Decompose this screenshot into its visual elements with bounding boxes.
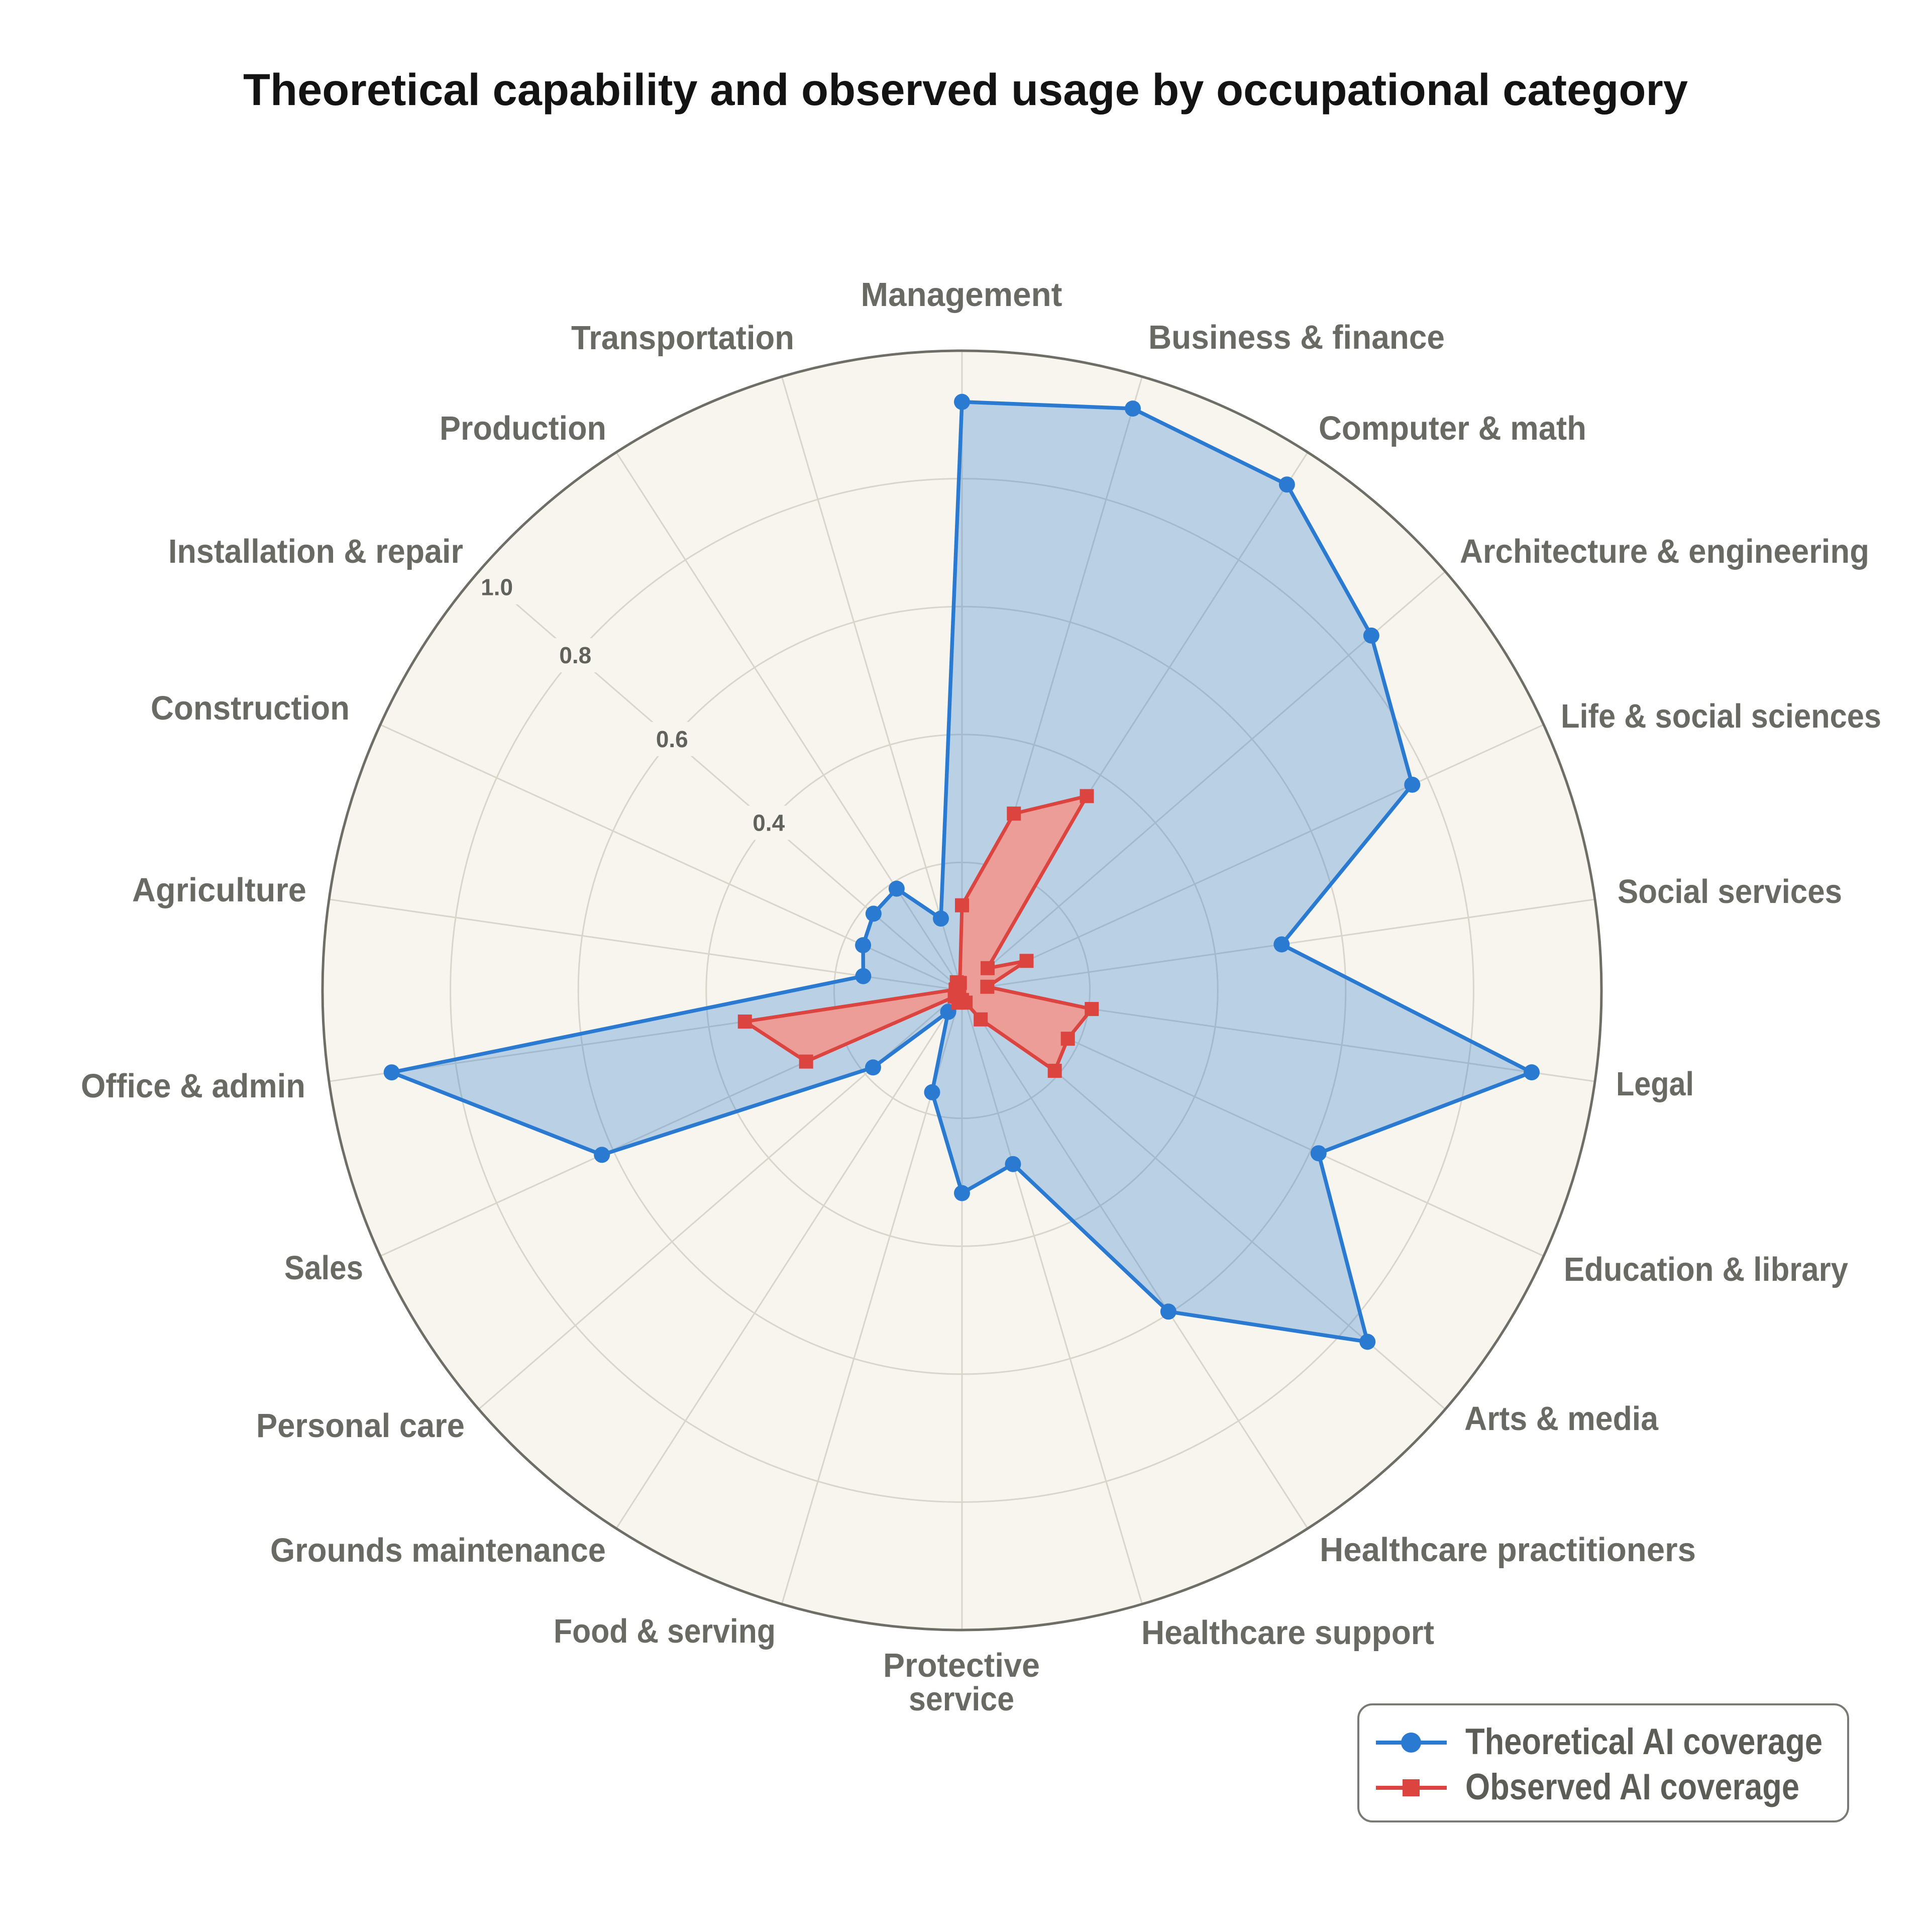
svg-text:Grounds maintenance: Grounds maintenance	[270, 1532, 606, 1569]
svg-text:Healthcare practitioners: Healthcare practitioners	[1320, 1531, 1696, 1569]
svg-text:Social services: Social services	[1618, 873, 1842, 910]
svg-text:Food & serving: Food & serving	[554, 1612, 776, 1650]
svg-text:Sales: Sales	[284, 1249, 363, 1287]
svg-text:service: service	[909, 1680, 1014, 1718]
svg-text:Transportation: Transportation	[571, 319, 794, 357]
svg-text:Life & social sciences: Life & social sciences	[1561, 697, 1881, 735]
svg-text:Theoretical capability and obs: Theoretical capability and observed usag…	[243, 64, 1688, 115]
svg-text:Education & library: Education & library	[1564, 1251, 1848, 1288]
svg-text:Healthcare support: Healthcare support	[1141, 1614, 1434, 1652]
svg-text:1.0: 1.0	[481, 574, 513, 600]
svg-text:Agriculture: Agriculture	[132, 871, 306, 909]
svg-text:Observed AI coverage: Observed AI coverage	[1465, 1767, 1799, 1807]
svg-text:Computer & math: Computer & math	[1319, 410, 1586, 447]
svg-text:Theoretical AI coverage: Theoretical AI coverage	[1465, 1721, 1823, 1762]
svg-text:0.6: 0.6	[656, 726, 688, 752]
svg-text:Personal care: Personal care	[256, 1407, 465, 1445]
svg-text:Legal: Legal	[1616, 1065, 1694, 1103]
svg-text:Construction: Construction	[151, 689, 350, 727]
svg-text:Office & admin: Office & admin	[81, 1067, 305, 1105]
svg-text:Management: Management	[861, 276, 1062, 314]
svg-text:0.8: 0.8	[559, 642, 591, 668]
svg-text:Business & finance: Business & finance	[1148, 319, 1445, 356]
svg-text:0.4: 0.4	[753, 810, 785, 836]
svg-text:Installation & repair: Installation & repair	[168, 533, 463, 570]
svg-text:Protective: Protective	[883, 1647, 1040, 1684]
svg-text:Architecture & engineering: Architecture & engineering	[1460, 533, 1869, 570]
svg-text:Production: Production	[440, 410, 606, 447]
svg-text:Arts & media: Arts & media	[1464, 1400, 1659, 1438]
